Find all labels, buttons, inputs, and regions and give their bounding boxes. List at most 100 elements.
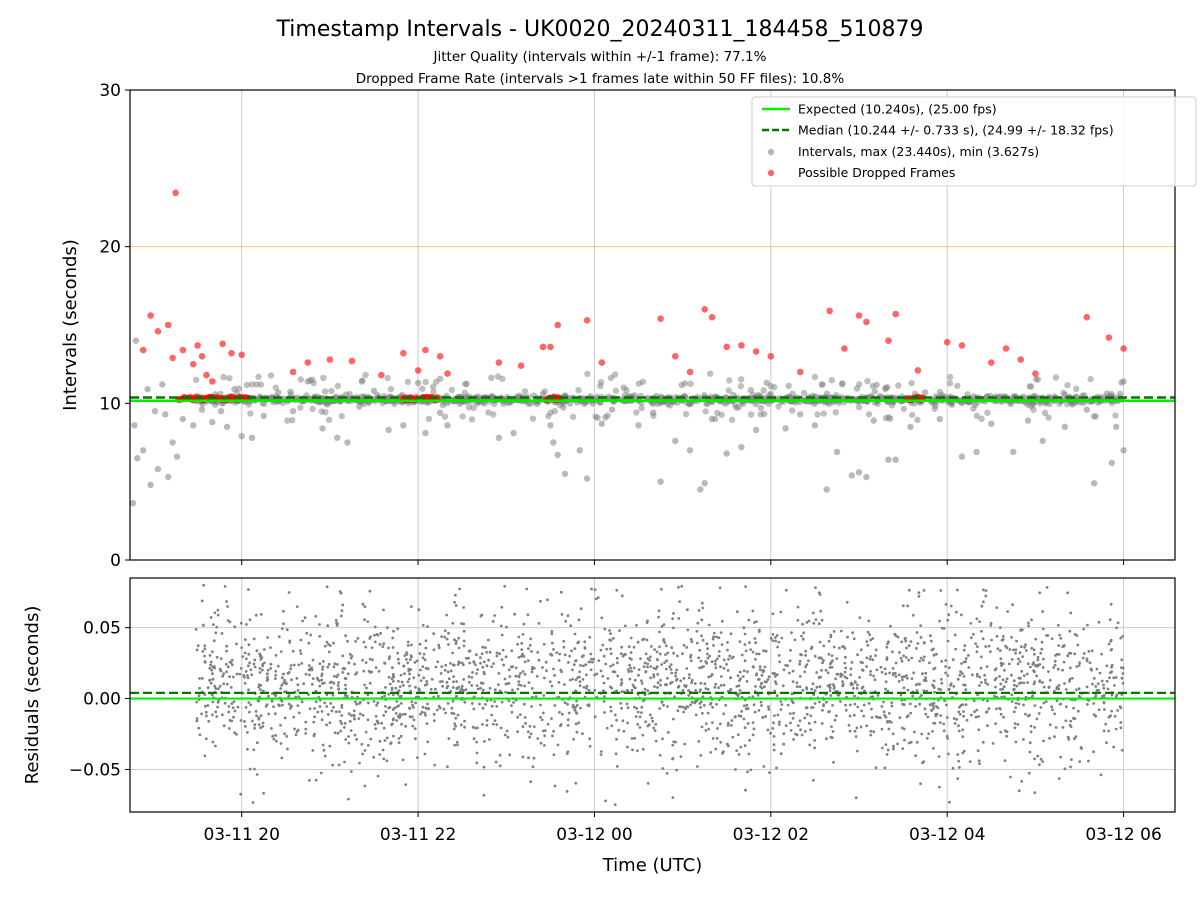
residual-point — [362, 640, 366, 644]
residual-point — [318, 684, 322, 688]
residual-point — [656, 681, 660, 685]
residual-point — [581, 732, 584, 736]
residual-point — [216, 608, 220, 612]
residual-point — [1016, 723, 1020, 726]
interval-point — [400, 422, 407, 429]
residual-point — [462, 622, 466, 626]
residual-point — [528, 724, 532, 728]
residual-point — [969, 713, 973, 717]
residual-point — [964, 657, 968, 660]
residual-point — [893, 632, 897, 636]
interval-point — [430, 383, 437, 390]
residual-point — [751, 733, 755, 737]
residual-point — [859, 648, 863, 652]
residual-point — [201, 650, 205, 653]
residual-point — [230, 663, 234, 667]
x-tick-label: 03-11 20 — [203, 825, 279, 845]
residual-point — [535, 674, 539, 678]
interval-point — [856, 381, 863, 388]
residual-point — [402, 684, 405, 687]
interval-point — [231, 386, 238, 393]
residual-point — [774, 682, 778, 686]
residual-point — [270, 700, 274, 703]
residual-point — [681, 689, 685, 692]
residual-point — [497, 672, 501, 675]
residual-point — [902, 686, 906, 690]
residual-point — [339, 729, 343, 733]
residual-point — [932, 684, 935, 688]
residual-point — [209, 616, 213, 619]
residual-point — [574, 678, 578, 682]
residual-point — [523, 672, 527, 676]
residual-point — [633, 678, 637, 682]
residual-point — [484, 646, 487, 649]
interval-point — [865, 411, 873, 418]
residual-point — [627, 645, 631, 649]
residual-point — [417, 673, 421, 677]
residual-point — [259, 688, 262, 691]
residual-point — [986, 683, 990, 686]
residual-point — [588, 737, 592, 741]
residual-point — [521, 755, 525, 759]
residual-point — [757, 652, 761, 656]
residual-point — [978, 762, 981, 765]
residual-point — [1053, 663, 1057, 667]
residual-point — [636, 640, 640, 644]
residual-point — [899, 693, 903, 697]
dropped-frame-point — [139, 346, 147, 354]
interval-point — [490, 411, 497, 418]
residual-point — [758, 665, 762, 669]
interval-point — [885, 456, 892, 463]
residual-point — [470, 676, 474, 679]
residual-point — [830, 725, 833, 728]
residual-point — [719, 675, 723, 678]
residual-point — [543, 744, 546, 747]
residual-point — [650, 716, 654, 720]
residual-point — [658, 645, 661, 649]
residual-point — [960, 613, 963, 617]
residual-point — [581, 678, 585, 681]
residual-point — [839, 629, 843, 633]
interval-point — [217, 408, 225, 415]
intervals-axes-frame — [129, 89, 1176, 561]
residual-point — [246, 747, 249, 751]
residual-point — [579, 607, 583, 611]
interval-point — [495, 434, 503, 441]
residual-point — [575, 730, 579, 734]
residual-point — [341, 654, 345, 658]
residual-point — [372, 755, 376, 759]
residual-point — [964, 688, 968, 692]
residual-point — [658, 630, 661, 634]
residual-point — [1075, 634, 1079, 637]
residual-point — [873, 678, 877, 682]
residual-point — [571, 677, 574, 681]
residual-point — [736, 674, 740, 678]
residual-point — [742, 704, 746, 708]
dropped-frame-point — [892, 310, 899, 318]
residual-point — [546, 598, 549, 602]
residual-point — [646, 619, 649, 623]
residual-point — [709, 703, 712, 706]
y-tick-label: −0.05 — [69, 760, 121, 780]
residual-point — [828, 662, 832, 666]
residual-point — [227, 710, 231, 714]
interval-point — [908, 411, 916, 419]
residual-point — [1069, 666, 1072, 670]
residual-point — [999, 657, 1003, 661]
residual-point — [591, 660, 594, 664]
dropped-frame-point — [539, 343, 547, 351]
residual-point — [942, 722, 946, 726]
residual-point — [910, 656, 914, 660]
residual-point — [766, 728, 770, 732]
residual-point — [813, 689, 817, 692]
residual-point — [932, 667, 936, 671]
residual-point — [638, 726, 642, 729]
residual-point — [485, 650, 488, 654]
residual-point — [280, 627, 284, 630]
residual-point — [252, 637, 256, 641]
residual-point — [904, 656, 908, 659]
residual-point — [348, 652, 352, 656]
interval-point — [864, 378, 871, 385]
residual-point — [814, 586, 817, 589]
residual-point — [1077, 664, 1081, 667]
